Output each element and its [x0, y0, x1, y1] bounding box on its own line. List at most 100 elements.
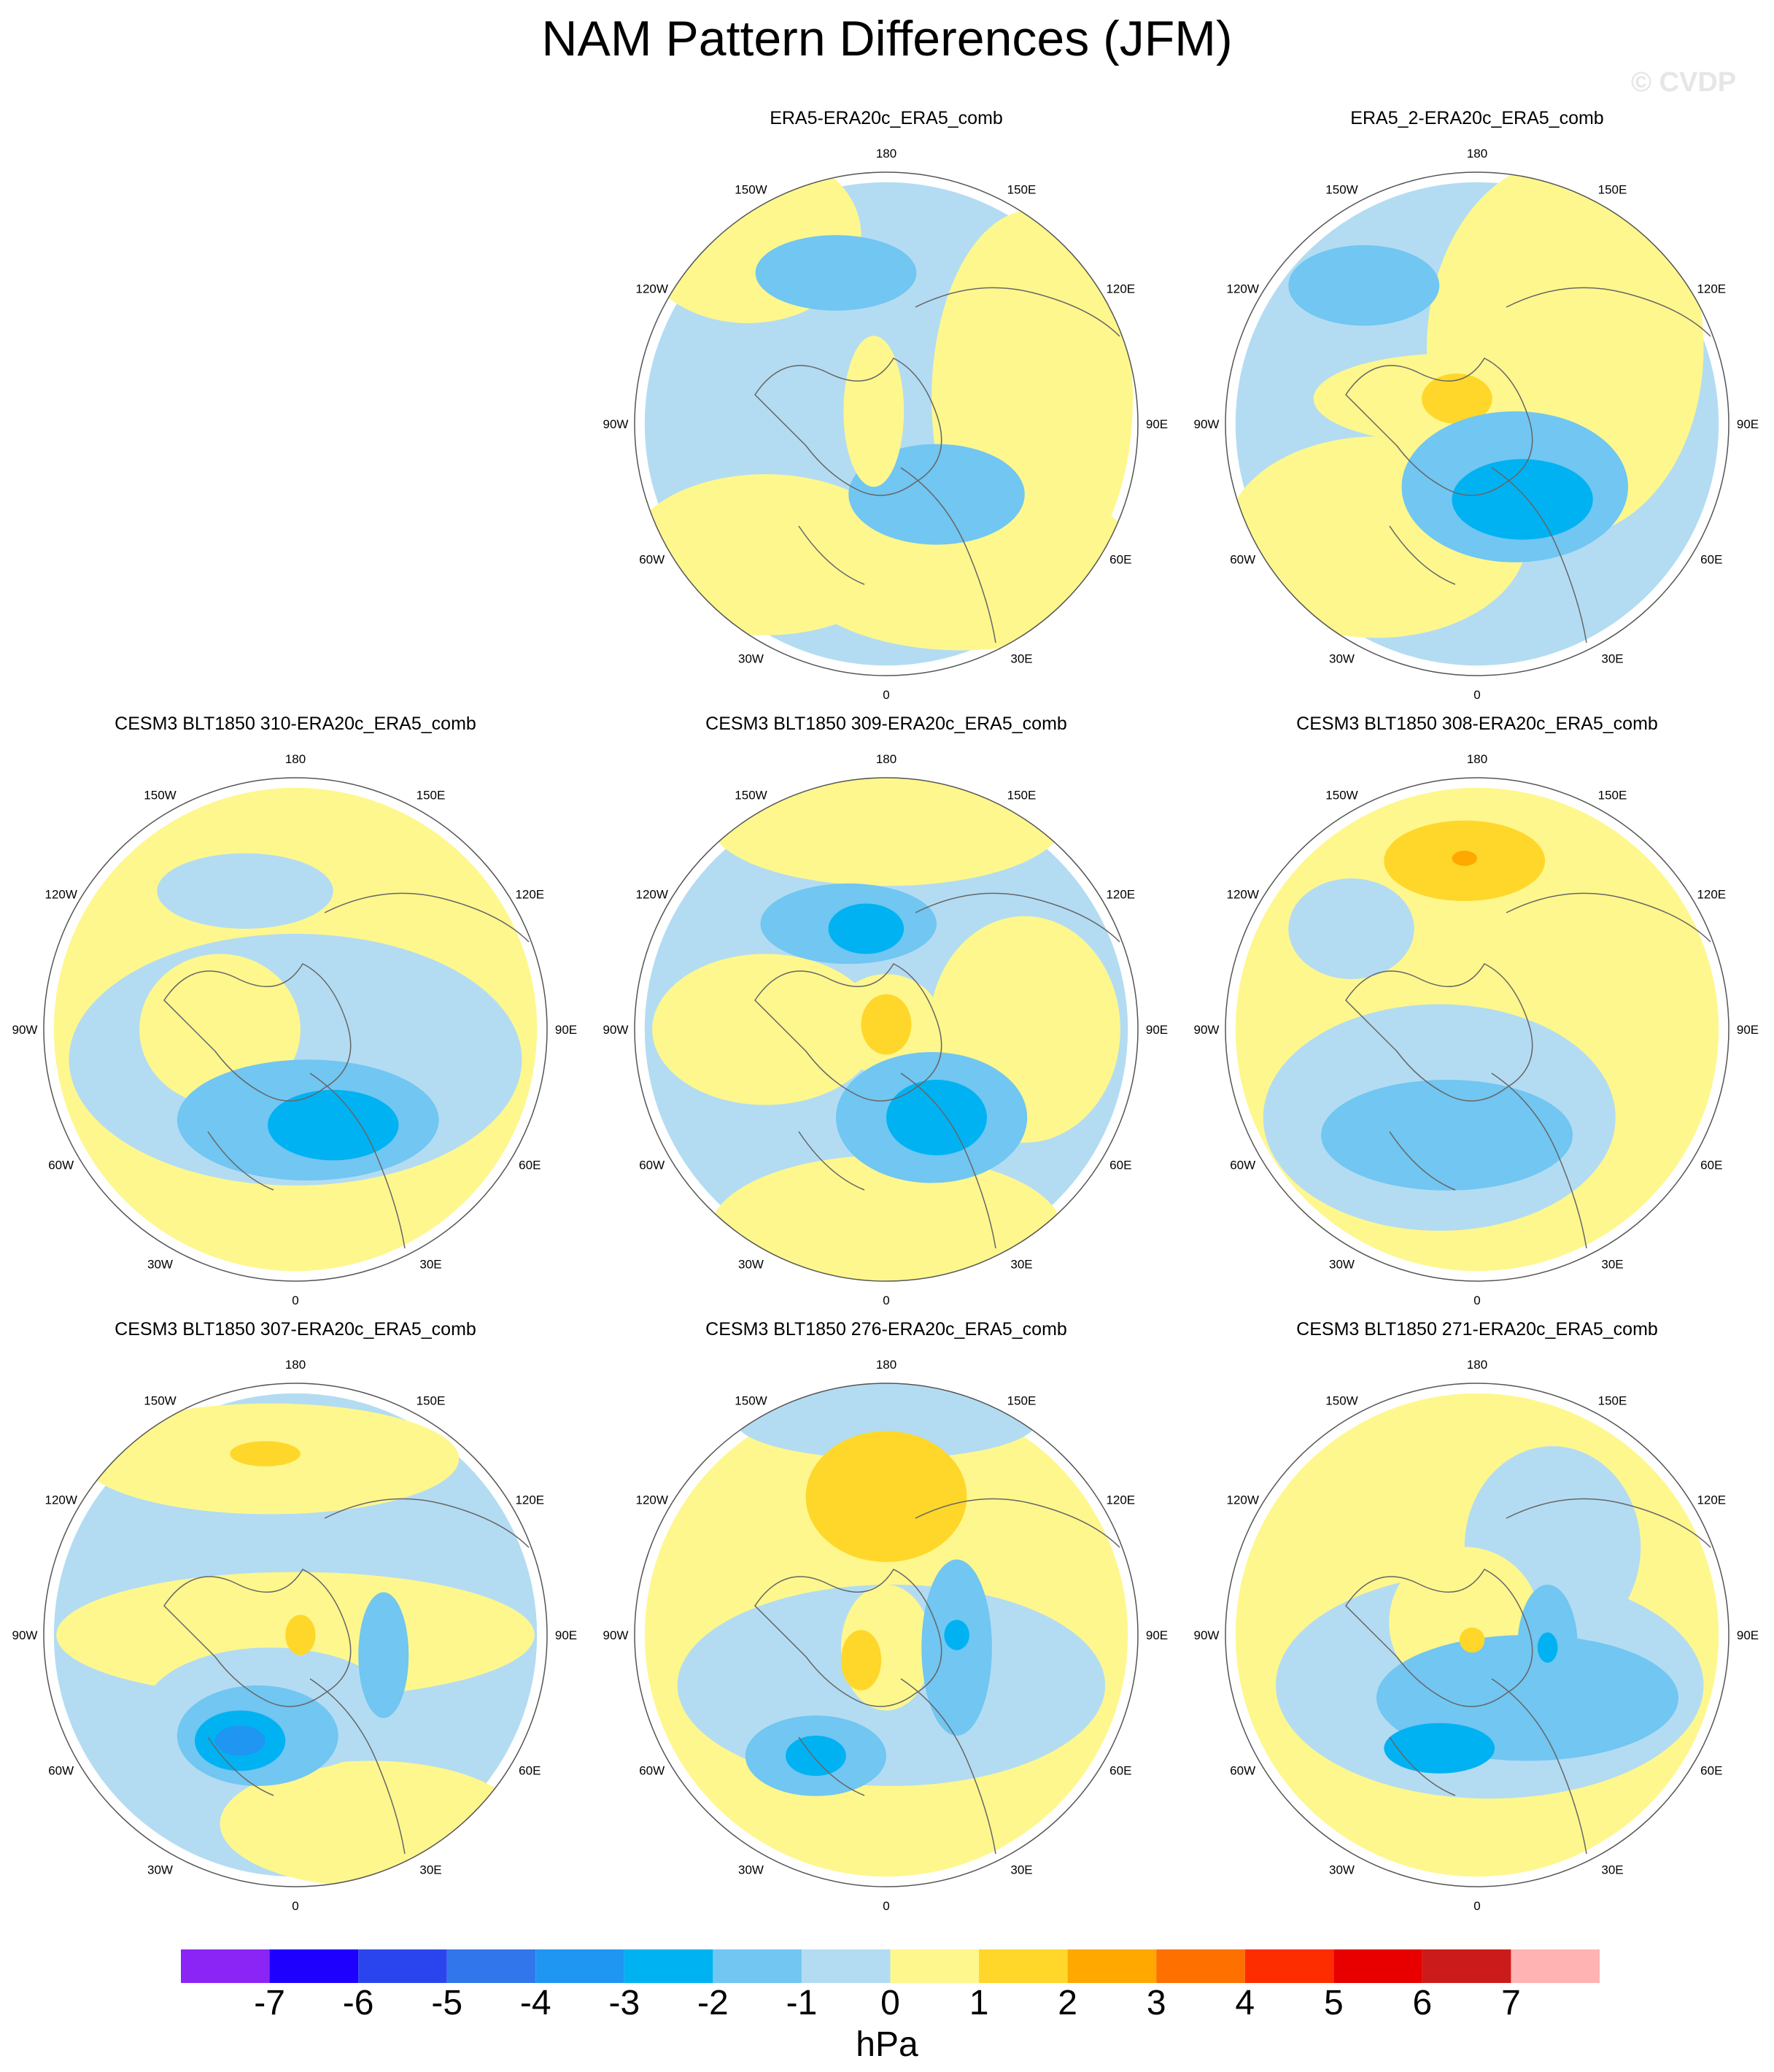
- longitude-label: 90E: [1146, 417, 1168, 431]
- longitude-label: 180: [876, 1358, 896, 1372]
- longitude-label: 90W: [1194, 1628, 1220, 1642]
- contour-fill: [268, 1089, 399, 1161]
- contour-fill: [1452, 851, 1477, 866]
- map-panel: ERA5-ERA20c_ERA5_comb 180 150E 120E 90E 60E 30…: [591, 108, 1182, 714]
- contour-fill: [358, 1592, 409, 1718]
- longitude-label: 30W: [147, 1257, 173, 1271]
- longitude-label: 90W: [12, 1628, 38, 1642]
- longitude-label: 150W: [735, 183, 767, 197]
- longitude-label: 150E: [1007, 789, 1037, 803]
- longitude-label: 30W: [1329, 1863, 1355, 1876]
- contour-fill: [1422, 374, 1492, 424]
- colorbar-tick-label: -1: [786, 1984, 818, 2022]
- colorbar-tick-label: -3: [608, 1984, 640, 2022]
- longitude-label: 120E: [1106, 282, 1135, 296]
- longitude-label: 0: [1473, 688, 1480, 702]
- longitude-label: 60W: [1230, 553, 1255, 567]
- longitude-label: 120W: [1226, 282, 1258, 296]
- longitude-label: 60W: [639, 553, 665, 567]
- contour-fill: [828, 903, 905, 954]
- longitude-label: 90W: [603, 417, 629, 431]
- map-panel: CESM3 BLT1850 276-ERA20c_ERA5_comb 180 150…: [591, 1319, 1182, 1925]
- longitude-label: 60W: [48, 1159, 74, 1172]
- map-border: [1225, 171, 1730, 676]
- coastline: [754, 287, 1120, 643]
- longitude-label: 60E: [1700, 1159, 1722, 1172]
- contour-fill: [652, 954, 879, 1105]
- longitude-label: 120E: [1697, 1493, 1726, 1507]
- contour-fill: [710, 1155, 1063, 1281]
- contour-fill: [1321, 1080, 1573, 1191]
- longitude-label: 90E: [1737, 417, 1759, 431]
- colorbar-swatch: [1333, 1949, 1422, 1983]
- longitude-label: 30E: [1010, 1257, 1032, 1271]
- longitude-label: 30E: [1601, 1257, 1623, 1271]
- longitude-label: 120W: [635, 1493, 667, 1507]
- coastline: [1345, 287, 1711, 643]
- panel-title: CESM3 BLT1850 276-ERA20c_ERA5_comb: [705, 1319, 1067, 1340]
- contour-fill: [1288, 878, 1414, 979]
- polar-map: 180 150E 120E 90E 60E 30E 0 30W 60W 90W 120W 150W: [12, 752, 578, 1307]
- polar-map: 180 150E 120E 90E 60E 30E 0 30W 60W 90W 120W 150W: [603, 147, 1169, 702]
- colorbar-swatch: [713, 1949, 802, 1983]
- contour-fill: [944, 1620, 969, 1650]
- polar-map: 180 150E 120E 90E 60E 30E 0 30W 60W 90W 120W 150W: [1194, 147, 1759, 702]
- longitude-label: 0: [883, 688, 889, 702]
- longitude-label: 60E: [1109, 1764, 1131, 1778]
- contour-fill: [1459, 1627, 1485, 1653]
- longitude-label: 90W: [603, 1023, 629, 1037]
- colorbar-swatch: [181, 1949, 270, 1983]
- map-panel: CESM3 BLT1850 310-ERA20c_ERA5_comb 180 150…: [0, 714, 591, 1319]
- colorbar-tick-label: 5: [1323, 1984, 1344, 2022]
- longitude-label: 150W: [1325, 183, 1357, 197]
- polar-map: 180 150E 120E 90E 60E 30E 0 30W 60W 90W 120W 150W: [603, 752, 1169, 1307]
- colorbar-tick-label: 2: [1058, 1984, 1077, 2022]
- longitude-label: 90W: [603, 1628, 629, 1642]
- colorbar-tick-label: -4: [519, 1984, 551, 2022]
- longitude-label: 60E: [1700, 1764, 1722, 1778]
- watermark: © CVDP: [1631, 67, 1737, 98]
- longitude-label: 60W: [48, 1764, 74, 1778]
- contour-fill: [886, 1080, 987, 1156]
- panel-title: CESM3 BLT1850 309-ERA20c_ERA5_comb: [705, 714, 1067, 734]
- contour-fill: [1288, 245, 1440, 326]
- colorbar-tick-label: 7: [1501, 1984, 1521, 2022]
- figure-title: NAM Pattern Differences (JFM): [541, 11, 1233, 66]
- contour-fill: [710, 778, 1063, 886]
- colorbar-swatch: [890, 1949, 980, 1983]
- coastline: [754, 892, 1120, 1249]
- longitude-label: 180: [1467, 752, 1487, 766]
- contour-fill: [843, 336, 905, 487]
- colorbar-swatch: [624, 1949, 713, 1983]
- longitude-label: 120E: [1697, 282, 1726, 296]
- longitude-label: 90W: [1194, 1023, 1220, 1037]
- longitude-label: 60E: [519, 1159, 541, 1172]
- longitude-label: 180: [876, 147, 896, 161]
- longitude-label: 30W: [738, 652, 764, 665]
- longitude-label: 90E: [1737, 1023, 1759, 1037]
- longitude-label: 180: [1467, 147, 1487, 161]
- longitude-label: 30E: [419, 1863, 441, 1876]
- longitude-label: 60W: [1230, 1159, 1255, 1172]
- longitude-label: 60E: [519, 1764, 541, 1778]
- polar-map: 180 150E 120E 90E 60E 30E 0 30W 60W 90W 120W 150W: [12, 1358, 578, 1913]
- longitude-label: 60W: [639, 1764, 665, 1778]
- colorbar-swatch: [535, 1949, 624, 1983]
- longitude-label: 90W: [1194, 417, 1220, 431]
- contour-fill: [285, 1615, 316, 1655]
- map-border: [43, 777, 548, 1282]
- longitude-label: 30W: [1329, 1257, 1355, 1271]
- map-border: [634, 171, 1139, 676]
- longitude-label: 150W: [144, 789, 176, 803]
- contour-fill: [1452, 459, 1593, 540]
- longitude-label: 30E: [1601, 1863, 1623, 1876]
- longitude-label: 0: [1473, 1899, 1480, 1913]
- panel-title: CESM3 BLT1850 271-ERA20c_ERA5_comb: [1296, 1319, 1658, 1340]
- longitude-label: 90E: [1146, 1628, 1168, 1642]
- colorbar-tick-label: -6: [342, 1984, 374, 2022]
- longitude-label: 90E: [555, 1628, 577, 1642]
- longitude-label: 30E: [1601, 652, 1623, 665]
- map-border: [1225, 1383, 1730, 1887]
- map-border: [43, 1383, 548, 1887]
- longitude-label: 180: [285, 1358, 306, 1372]
